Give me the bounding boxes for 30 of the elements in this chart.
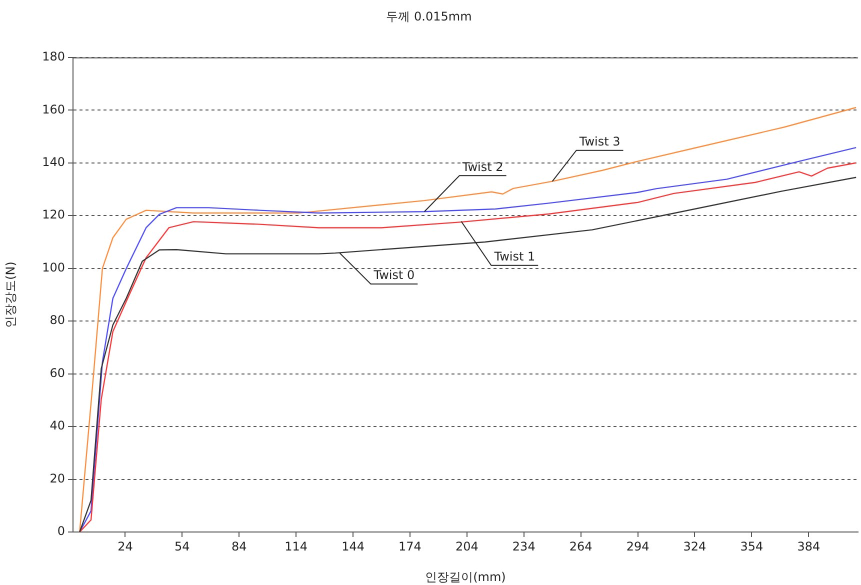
x-tick-label: 84 — [231, 539, 247, 554]
annotation: Twist 3 — [578, 134, 620, 148]
y-tick-label: 40 — [50, 418, 65, 433]
y-tick-label: 80 — [50, 313, 65, 328]
annotation: Twist 0 — [372, 268, 415, 282]
chart-title: 두께 0.015mm — [386, 9, 472, 24]
x-tick-label: 384 — [797, 539, 820, 554]
x-tick-label: 174 — [398, 539, 422, 554]
x-tick-label: 144 — [342, 539, 364, 554]
y-tick-label: 140 — [42, 154, 65, 169]
y-tick-label: 0 — [57, 524, 65, 538]
annotation: Twist 2 — [461, 160, 504, 174]
annotation: Twist 1 — [493, 250, 536, 264]
y-axis-title: 인장강도(N) — [3, 262, 18, 328]
x-tick-label: 294 — [626, 539, 650, 554]
x-axis-title: 인장길이(mm) — [425, 570, 506, 584]
y-tick-label: 100 — [42, 260, 65, 274]
y-tick-label: 160 — [42, 102, 65, 116]
x-tick-label: 24 — [118, 539, 133, 554]
x-tick-label: 204 — [455, 539, 478, 554]
y-tick-label: 20 — [50, 471, 65, 486]
x-tick-label: 264 — [569, 539, 592, 554]
y-tick-label: 60 — [50, 366, 65, 380]
x-tick-label: 354 — [740, 539, 764, 554]
x-tick-label: 324 — [683, 539, 706, 554]
x-tick-label: 114 — [284, 539, 308, 554]
y-tick-label: 180 — [42, 50, 65, 64]
x-tick-label: 54 — [174, 539, 190, 554]
x-tick-label: 234 — [512, 539, 536, 554]
y-tick-label: 120 — [42, 208, 65, 222]
